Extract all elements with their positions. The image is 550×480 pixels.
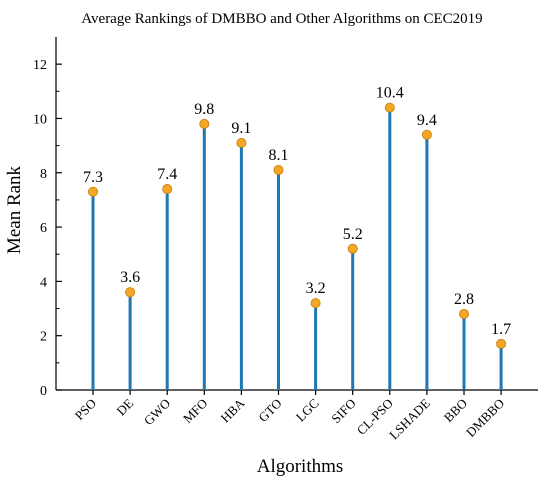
plot-area: 0 2 4 6 8 10 12 7.3 PSO 3.6 DE 7.4 GWO 9.8 MFO 9.1 HBA 8.… bbox=[33, 37, 538, 442]
marker-dmbbo bbox=[496, 338, 507, 349]
value-label-gto: 8.1 bbox=[269, 147, 289, 164]
x-tick-label-gto: GTO bbox=[255, 396, 284, 425]
x-tick-label-lgc: LGC bbox=[293, 396, 322, 425]
value-label-cl-pso: 10.4 bbox=[376, 85, 404, 102]
value-label-de: 3.6 bbox=[120, 269, 140, 286]
value-label-bbo: 2.8 bbox=[454, 291, 474, 308]
marker-cl-pso bbox=[384, 102, 395, 113]
chart-title: Average Rankings of DMBBO and Other Algo… bbox=[81, 11, 482, 27]
marker-pso bbox=[88, 186, 99, 197]
marker-lgc bbox=[310, 298, 321, 309]
x-tick-label-dmbbo: DMBBO bbox=[463, 396, 507, 440]
value-label-mfo: 9.8 bbox=[194, 101, 214, 118]
value-label-sifo: 5.2 bbox=[343, 226, 363, 243]
marker-bbo bbox=[458, 308, 469, 319]
y-tick-label: 8 bbox=[40, 167, 47, 182]
x-tick-label-sifo: SIFO bbox=[328, 396, 359, 427]
y-tick-label: 10 bbox=[33, 112, 47, 127]
y-tick-label: 2 bbox=[40, 330, 47, 345]
x-tick-label-bbo: BBO bbox=[441, 396, 471, 426]
value-label-lshade: 9.4 bbox=[417, 112, 437, 129]
x-tick-label-de: DE bbox=[113, 395, 136, 418]
value-label-hba: 9.1 bbox=[231, 120, 251, 137]
y-tick-label: 4 bbox=[40, 275, 47, 290]
x-tick-label-hba: HBA bbox=[218, 395, 248, 425]
y-tick-label: 6 bbox=[40, 221, 47, 236]
y-axis-label: Mean Rank bbox=[4, 165, 25, 254]
marker-gwo bbox=[162, 184, 173, 195]
value-label-gwo: 7.4 bbox=[157, 166, 177, 183]
marker-hba bbox=[236, 137, 247, 148]
value-label-lgc: 3.2 bbox=[306, 280, 326, 297]
x-tick-label-lshade: LSHADE bbox=[386, 395, 433, 442]
x-tick-label-mfo: MFO bbox=[180, 396, 211, 427]
marker-mfo bbox=[199, 118, 210, 129]
value-label-pso: 7.3 bbox=[83, 169, 103, 186]
marker-sifo bbox=[347, 243, 358, 254]
value-label-dmbbo: 1.7 bbox=[491, 321, 511, 338]
x-tick-label-gwo: GWO bbox=[141, 396, 174, 429]
y-tick-label: 12 bbox=[33, 58, 47, 73]
y-tick-label: 0 bbox=[40, 384, 47, 399]
marker-gto bbox=[273, 165, 284, 176]
marker-de bbox=[125, 287, 136, 298]
x-tick-label-pso: PSO bbox=[72, 396, 99, 423]
x-axis-label: Algorithms bbox=[257, 456, 344, 477]
marker-lshade bbox=[421, 129, 432, 140]
